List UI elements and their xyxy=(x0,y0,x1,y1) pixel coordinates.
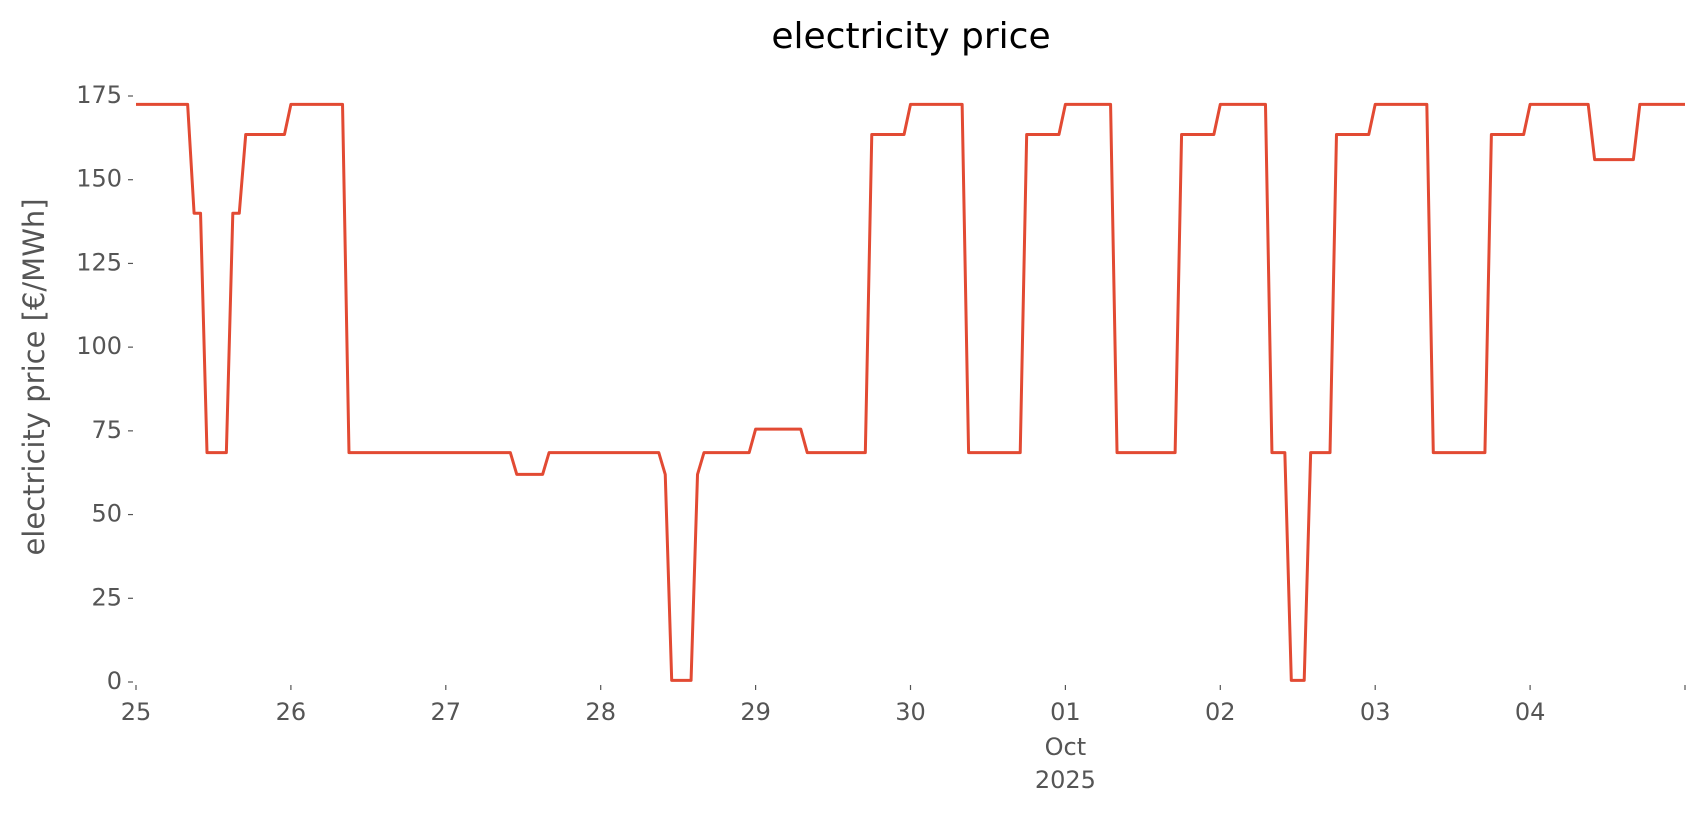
chart-title: electricity price xyxy=(771,16,1050,57)
y-axis-label: electricity price [€/MWh] xyxy=(17,198,51,555)
x-tick-label: 01 xyxy=(1050,698,1081,726)
x-tick-sublabel: Oct xyxy=(1045,733,1087,761)
y-tick-label: 75 xyxy=(91,416,122,444)
x-tick-label: 26 xyxy=(276,698,307,726)
y-tick-label: 150 xyxy=(76,165,122,193)
x-tick-label: 25 xyxy=(121,698,152,726)
x-tick-sublabel: 2025 xyxy=(1035,766,1096,794)
x-tick-label: 03 xyxy=(1360,698,1391,726)
x-tick-label: 27 xyxy=(431,698,462,726)
x-tick-label: 28 xyxy=(585,698,616,726)
y-tick-label: 100 xyxy=(76,332,122,360)
y-tick-label: 0 xyxy=(107,667,122,695)
x-tick-label: 02 xyxy=(1205,698,1236,726)
x-tick-label: 30 xyxy=(895,698,926,726)
y-tick-label: 50 xyxy=(91,500,122,528)
price-line xyxy=(136,102,1685,682)
y-tick-label: 125 xyxy=(76,248,122,276)
y-tick-label: 175 xyxy=(76,81,122,109)
x-tick-label: 29 xyxy=(740,698,771,726)
x-tick-label: 04 xyxy=(1515,698,1546,726)
y-tick-label: 25 xyxy=(91,583,122,611)
